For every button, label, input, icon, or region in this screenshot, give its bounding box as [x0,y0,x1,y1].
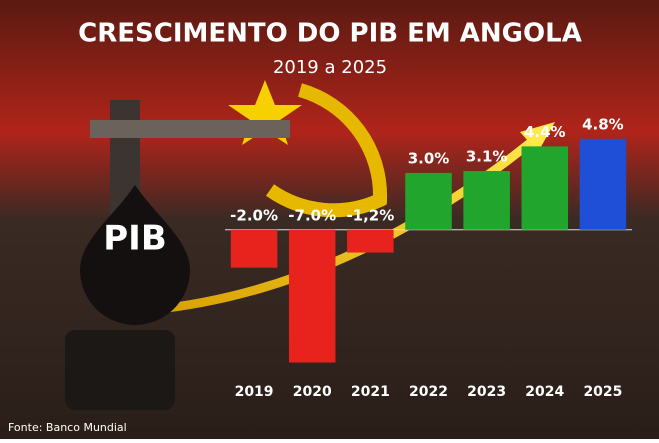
bar [405,172,452,230]
source: Fonte: Banco Mundial [8,421,127,434]
drop-label: PIB [103,219,166,259]
x-tick-label: 2019 [235,384,274,400]
pump-beam [90,120,290,138]
x-tick-label: 2021 [351,384,390,400]
star [228,80,302,145]
chart-subtitle: 2019 a 2025 [273,57,387,78]
value-label: 3.0% [408,149,450,167]
value-label: 4.8% [582,115,624,133]
oil-drop [80,185,190,325]
bar [288,229,336,363]
value-label: -2.0% [230,206,278,224]
value-label: 3.1% [466,148,508,166]
arrow-head [520,122,555,152]
bar [579,138,627,230]
value-label: 4.4% [524,123,566,141]
gear-arc [265,83,388,218]
bar [230,229,278,268]
x-tick-label: 2024 [525,384,564,400]
chart-title: CRESCIMENTO DO PIB EM ANGOLA [78,19,582,49]
value-label: -1,2% [346,206,394,224]
bar [347,229,394,253]
x-tick-label: 2020 [293,384,332,400]
bar [463,171,510,230]
x-tick-label: 2023 [467,384,506,400]
bar [521,146,569,230]
oil-barrel [65,330,175,410]
value-label: -7.0% [288,206,336,224]
x-tick-label: 2022 [409,384,448,400]
x-tick-label: 2025 [583,384,622,400]
